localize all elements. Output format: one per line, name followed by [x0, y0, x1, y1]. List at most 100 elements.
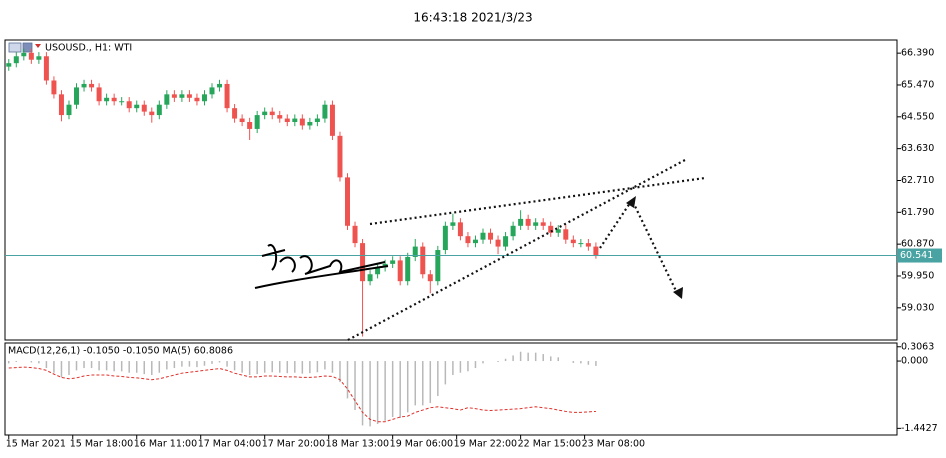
x-tick-label: 16 Mar 11:00 — [134, 439, 197, 450]
candle-body — [126, 101, 132, 109]
y-tick-label: 63.630 — [901, 143, 934, 154]
x-tick-label: 18 Mar 13:00 — [326, 439, 389, 450]
candle-body — [21, 52, 27, 57]
y-tick-label: 61.790 — [901, 207, 934, 218]
x-tick-label: 19 Mar 06:00 — [390, 439, 453, 450]
candle-body — [465, 236, 471, 244]
candle-body — [43, 56, 49, 81]
candle-body — [194, 97, 200, 102]
candle-body — [13, 56, 19, 64]
candle-body — [367, 274, 373, 282]
candle-body — [510, 225, 516, 237]
icon — [35, 44, 41, 48]
candle-body — [495, 239, 501, 247]
candle-body — [533, 222, 539, 226]
macd-panel — [4, 342, 898, 436]
candle-body — [269, 111, 275, 116]
candle-body — [555, 229, 561, 233]
y-tick-label: 59.950 — [901, 270, 934, 281]
chart-title: USOUSD., H1: WTI — [45, 43, 132, 54]
candle-body — [375, 267, 381, 275]
candle-body — [435, 250, 441, 282]
candle-body — [6, 63, 12, 67]
trend-line — [369, 176, 706, 226]
candle-body — [390, 260, 396, 264]
candle-body — [66, 104, 72, 116]
candle-body — [89, 83, 95, 88]
candle-body — [344, 177, 350, 226]
candle-body — [81, 83, 87, 88]
candle-body — [254, 115, 260, 129]
candle-body — [201, 94, 207, 102]
x-tick-label: 19 Mar 22:00 — [454, 439, 517, 450]
candle-body — [36, 56, 42, 60]
candle-body — [450, 222, 456, 226]
candle-body — [51, 80, 57, 95]
candle-body — [442, 225, 448, 251]
y-tick-label: 59.030 — [901, 302, 934, 313]
candle-body — [209, 87, 215, 95]
candle-body — [104, 97, 110, 102]
y-tick-label: 0.3063 — [901, 341, 934, 352]
y-tick-label: 60.870 — [901, 239, 934, 250]
candle-body — [179, 94, 185, 98]
timestamp: 16:43:18 2021/3/23 — [413, 11, 532, 25]
candle-body — [525, 218, 531, 226]
candle-body — [247, 122, 253, 129]
y-tick-label: 66.390 — [901, 48, 934, 59]
candle-body — [156, 104, 162, 116]
candle-body — [314, 118, 320, 123]
x-tick-label: 15 Mar 18:00 — [70, 439, 133, 450]
candle-body — [420, 246, 426, 275]
macd-title: MACD(12,26,1) -0.1050 -0.1050 MA(5) 60.8… — [8, 346, 233, 357]
candle-body — [232, 108, 238, 119]
candle-body — [284, 118, 290, 123]
icon — [22, 42, 33, 53]
candle-body — [119, 101, 125, 103]
main-panel — [4, 39, 898, 341]
trend-line — [347, 159, 686, 341]
candle-body — [570, 239, 576, 244]
candle-body — [239, 118, 245, 123]
candle-body — [352, 225, 358, 244]
candle-body — [74, 87, 80, 105]
candle-body — [217, 83, 223, 88]
candle-body — [488, 232, 494, 240]
y-tick-label: 65.470 — [901, 79, 934, 90]
candle-body — [96, 87, 102, 102]
candle-body — [329, 104, 335, 136]
candle-body — [224, 83, 230, 109]
candle-body — [111, 97, 117, 102]
candle-body — [480, 232, 486, 240]
candle-body — [593, 246, 599, 256]
candle-body — [457, 222, 463, 237]
candle-body — [540, 222, 546, 226]
x-tick-label: 15 Mar 2021 — [6, 439, 66, 450]
candle-body — [360, 243, 366, 282]
candle-body — [427, 274, 433, 282]
candle-body — [141, 104, 147, 112]
candle-body — [322, 104, 328, 119]
candle-body — [585, 243, 591, 247]
candle-body — [518, 218, 524, 226]
candle-body — [307, 122, 313, 126]
y-tick-label: 62.710 — [901, 175, 934, 186]
candle-body — [548, 225, 554, 233]
annotations — [347, 159, 706, 341]
x-tick-label: 22 Mar 15:00 — [518, 439, 581, 450]
candle-body — [563, 229, 569, 240]
candle-body — [337, 135, 343, 178]
candle-body — [503, 236, 509, 247]
candle-body — [28, 52, 34, 60]
candle-body — [292, 118, 298, 123]
candle-body — [262, 111, 268, 116]
x-tick-label: 17 Mar 20:00 — [262, 439, 325, 450]
y-tick-label: 64.550 — [901, 111, 934, 122]
last-price-box — [897, 248, 942, 263]
y-tick-label: -1.4427 — [901, 423, 938, 434]
candle-body — [397, 260, 403, 282]
candle-body — [277, 115, 283, 119]
y-tick-label: 0.000 — [901, 356, 928, 367]
